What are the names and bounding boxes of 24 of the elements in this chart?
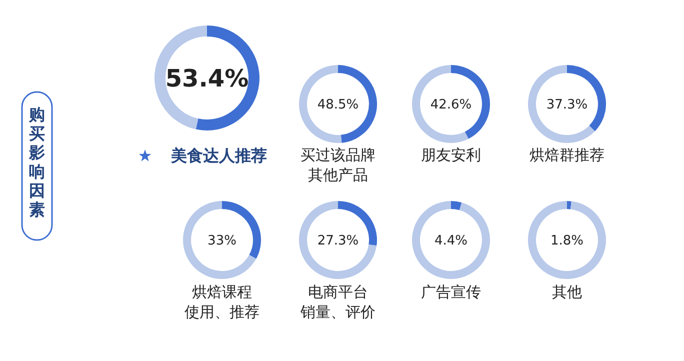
donut-slice	[528, 65, 595, 143]
text: 27.3%	[317, 234, 359, 249]
text: 其他	[552, 283, 582, 301]
donut-slice	[451, 201, 462, 210]
text: 48.5%	[317, 98, 359, 113]
donut-slice	[412, 201, 490, 279]
text: 53.4%	[165, 64, 249, 93]
text: 烘焙群推荐	[530, 146, 604, 164]
text: 33%	[208, 234, 236, 249]
text: 4.4%	[434, 234, 468, 249]
text: 朋友安利	[421, 146, 481, 164]
text: 美食达人推荐	[170, 146, 267, 165]
text: 电商平台销量、评价	[300, 283, 376, 321]
text: 1.8%	[550, 234, 584, 249]
text: 买过该品牌其他产品	[300, 146, 376, 184]
text: 广告宣传	[421, 283, 481, 301]
donut-slice	[183, 201, 256, 279]
text: 37.3%	[546, 98, 588, 113]
donut-slice	[528, 201, 606, 279]
text: 烘焙课程使用、推荐	[184, 283, 260, 321]
donut-slice	[567, 201, 572, 210]
text: 购买影响因素	[28, 105, 45, 219]
donut-slice	[299, 201, 377, 279]
text: 42.6%	[430, 98, 472, 113]
